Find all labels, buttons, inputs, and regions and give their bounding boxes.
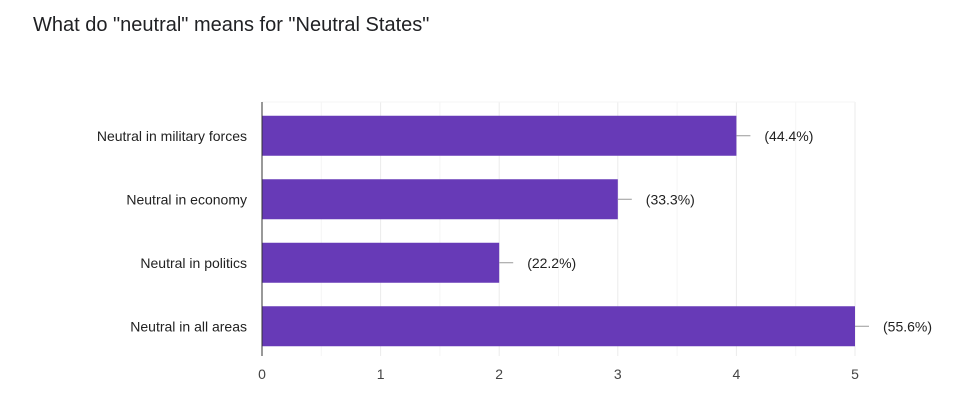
data-label: (33.3%) xyxy=(646,191,695,207)
category-label: Neutral in politics xyxy=(140,255,247,271)
category-label: Neutral in all areas xyxy=(130,318,247,334)
question-title: What do "neutral" means for "Neutral Sta… xyxy=(33,14,430,36)
chart-axes: 0 1 2 3 4 5 xyxy=(258,102,859,382)
x-tick-label: 0 xyxy=(258,366,266,382)
chart-labels: (44.4%) Neutral in military forces (33.3%)… xyxy=(97,128,932,335)
x-tick-label: 3 xyxy=(614,366,622,382)
x-tick-label: 2 xyxy=(495,366,503,382)
data-label: (55.6%) xyxy=(883,318,932,334)
bar xyxy=(262,115,737,156)
data-label: (22.2%) xyxy=(527,255,576,271)
category-label: Neutral in economy xyxy=(126,191,247,207)
chart-bars xyxy=(262,115,855,347)
x-tick-label: 4 xyxy=(733,366,741,382)
x-tick-label: 1 xyxy=(377,366,385,382)
x-tick-label: 5 xyxy=(851,366,859,382)
data-label: (44.4%) xyxy=(764,128,813,144)
bar xyxy=(262,242,500,283)
bar xyxy=(262,306,855,347)
category-label: Neutral in military forces xyxy=(97,128,247,144)
bar xyxy=(262,179,618,220)
